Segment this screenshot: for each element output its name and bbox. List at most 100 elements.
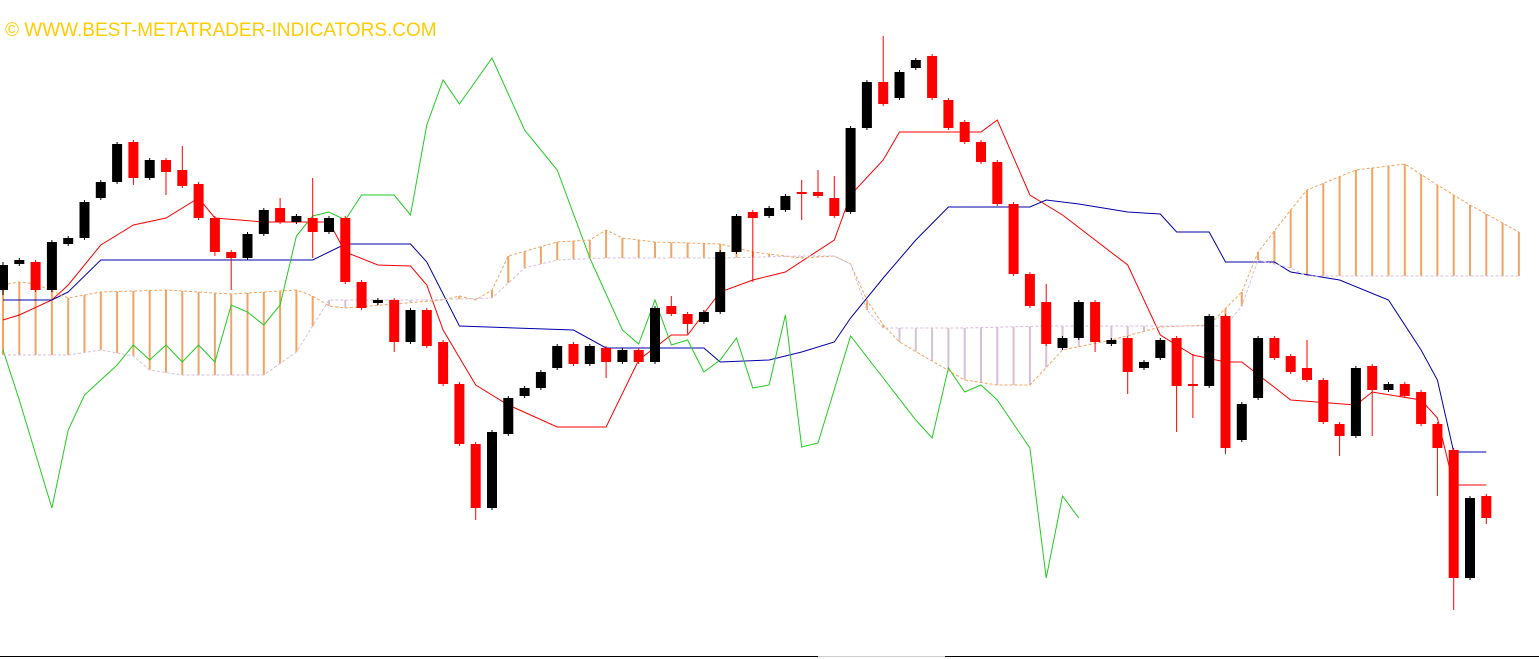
- candle-body: [1090, 302, 1101, 342]
- candle-body: [1481, 496, 1492, 518]
- candle-body: [992, 162, 1003, 204]
- candle-body: [128, 142, 139, 178]
- candle-body: [63, 238, 74, 244]
- candle-body: [1187, 384, 1198, 386]
- candle-body: [1106, 340, 1117, 344]
- candle-body: [1416, 392, 1427, 424]
- candle-body: [1318, 380, 1329, 422]
- candle-body: [519, 388, 530, 396]
- candle-body: [1204, 316, 1215, 386]
- candle-body: [405, 310, 416, 342]
- candle-body: [1285, 356, 1296, 372]
- candle-body: [617, 350, 628, 362]
- candle-body: [715, 252, 726, 312]
- candle-body: [861, 82, 872, 128]
- candle-body: [1465, 498, 1475, 578]
- candle-body: [1399, 384, 1410, 396]
- candle-body: [487, 432, 497, 508]
- cloud: [2, 164, 1520, 385]
- candle-body: [845, 128, 856, 212]
- cloud-span-line: [3, 255, 1519, 376]
- candle-body: [698, 312, 709, 322]
- indicator-line: [2, 119, 1487, 486]
- candle-body: [242, 234, 253, 258]
- candle-body: [421, 310, 432, 346]
- candle-body: [1236, 404, 1247, 440]
- candle-body: [568, 344, 579, 364]
- candle-body: [1253, 338, 1264, 398]
- candle-body: [46, 242, 57, 290]
- candle-body: [112, 144, 123, 182]
- candle-body: [14, 260, 25, 264]
- candle-body: [747, 212, 758, 218]
- candle-body: [1448, 450, 1459, 578]
- candle-body: [1383, 384, 1394, 390]
- candle-body: [275, 208, 286, 222]
- candle-body: [584, 346, 595, 364]
- candle-body: [894, 72, 905, 98]
- candles: [0, 36, 1492, 610]
- candle-body: [927, 56, 938, 98]
- candle-body: [226, 252, 237, 258]
- candle-body: [910, 60, 921, 68]
- candle-body: [372, 300, 383, 303]
- candle-body: [161, 160, 171, 172]
- candle-body: [324, 218, 334, 232]
- indicator-line: [3, 199, 1487, 453]
- candle-body: [633, 350, 644, 362]
- candle-body: [1350, 368, 1361, 436]
- candle-body: [193, 184, 204, 218]
- candle-body: [438, 342, 449, 384]
- candle-body: [258, 210, 269, 234]
- candle-body: [1432, 424, 1443, 448]
- candle-body: [356, 282, 367, 308]
- candle-body: [1057, 338, 1068, 348]
- indicator-line: [2, 56, 1080, 579]
- candle-body: [1122, 338, 1133, 372]
- candle-body: [1302, 368, 1312, 380]
- candle-body: [470, 444, 481, 508]
- candle-body: [666, 306, 677, 314]
- candle-body: [1024, 274, 1035, 306]
- candle-body: [1171, 338, 1182, 386]
- candle-body: [1155, 340, 1166, 358]
- candle-body: [1139, 362, 1149, 368]
- candle-body: [878, 82, 889, 104]
- candle-body: [1334, 424, 1345, 436]
- candle-body: [796, 192, 807, 194]
- candle-body: [1269, 338, 1280, 358]
- candle-body: [1367, 366, 1378, 390]
- candle-body: [291, 216, 302, 222]
- candle-body: [1041, 302, 1052, 344]
- candle-body: [829, 198, 840, 216]
- candle-body: [95, 182, 106, 198]
- candle-body: [650, 308, 660, 362]
- candle-body: [764, 208, 775, 216]
- candle-body: [780, 196, 791, 210]
- candle-body: [209, 218, 220, 252]
- candle-body: [535, 372, 546, 388]
- candle-body: [307, 218, 318, 232]
- candle-body: [1008, 204, 1019, 274]
- candle-body: [177, 170, 188, 186]
- candle-body: [1220, 316, 1231, 448]
- candle-body: [79, 202, 90, 238]
- candle-body: [959, 122, 970, 142]
- candle-body: [976, 142, 986, 162]
- candle-body: [601, 348, 612, 362]
- candle-body: [1073, 302, 1084, 338]
- candle-body: [144, 160, 155, 178]
- candle-body: [682, 314, 693, 324]
- candle-body: [813, 192, 823, 196]
- candle-body: [0, 265, 8, 290]
- candle-body: [943, 100, 954, 128]
- candle-body: [731, 216, 742, 252]
- watermark: © WWW.BEST-METATRADER-INDICATORS.COM: [5, 20, 437, 41]
- candle-body: [503, 398, 514, 434]
- candle-body: [30, 262, 41, 290]
- candle-body: [454, 384, 465, 444]
- candle-body: [552, 346, 563, 368]
- candle-body: [340, 218, 351, 282]
